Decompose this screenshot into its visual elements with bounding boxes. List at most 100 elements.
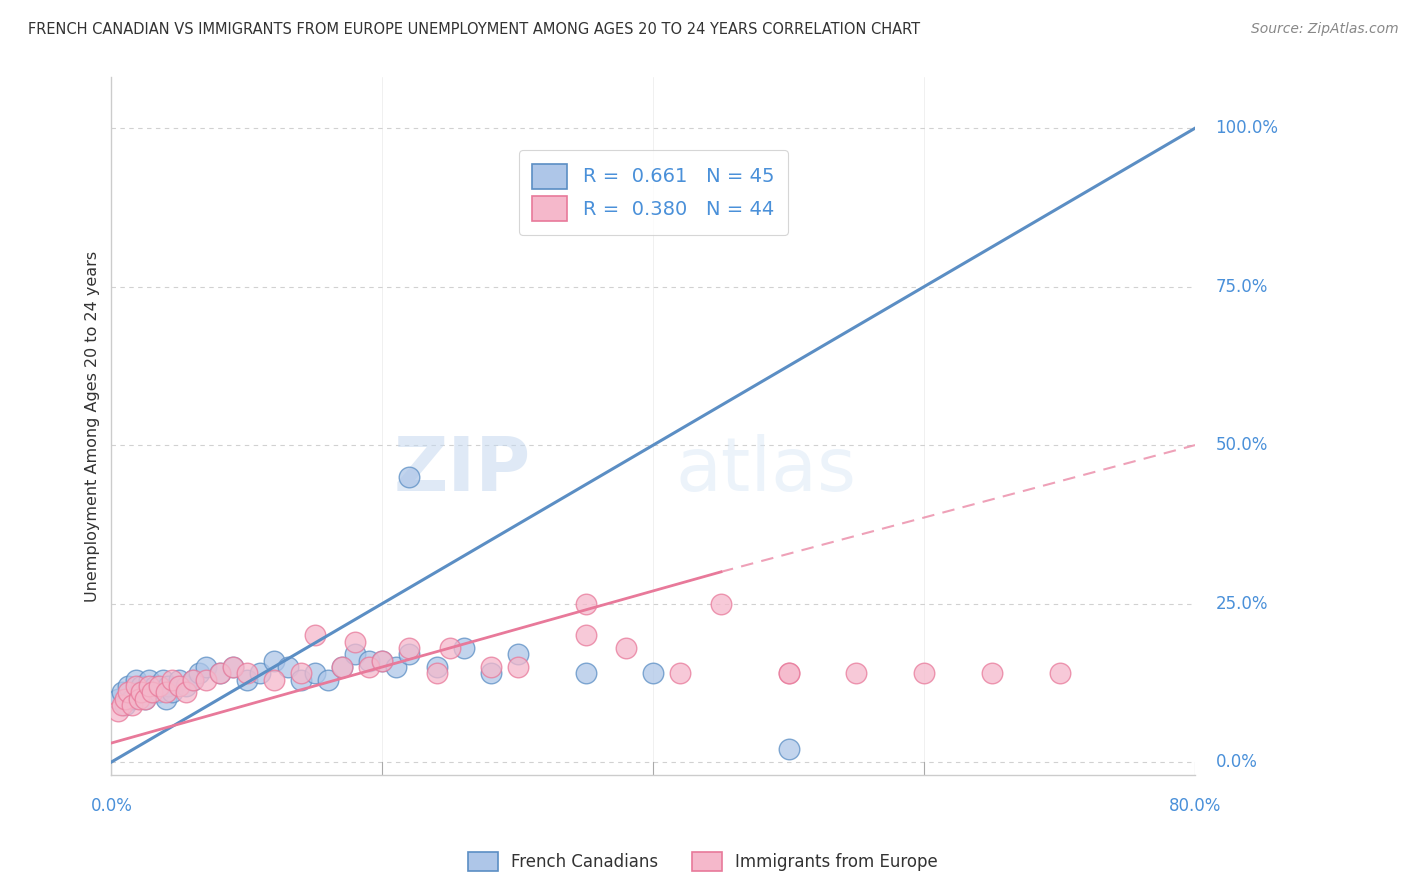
Point <box>290 666 312 681</box>
Point <box>138 679 160 693</box>
Point <box>121 691 143 706</box>
Point <box>479 666 502 681</box>
Point <box>162 673 184 687</box>
Y-axis label: Unemployment Among Ages 20 to 24 years: Unemployment Among Ages 20 to 24 years <box>86 251 100 601</box>
Point <box>398 640 420 655</box>
Text: atlas: atlas <box>675 434 856 507</box>
Point <box>208 666 231 681</box>
Point <box>330 660 353 674</box>
Point <box>152 673 174 687</box>
Point <box>1049 666 1071 681</box>
Point <box>125 673 148 687</box>
Point <box>778 742 800 756</box>
Point <box>398 647 420 661</box>
Point <box>222 660 245 674</box>
Point <box>506 647 529 661</box>
Point <box>304 628 326 642</box>
Point <box>385 660 408 674</box>
Point <box>107 691 129 706</box>
Point <box>330 660 353 674</box>
Point <box>188 666 211 681</box>
Point <box>181 673 204 687</box>
Legend: R =  0.661   N = 45, R =  0.380   N = 44: R = 0.661 N = 45, R = 0.380 N = 44 <box>519 150 787 235</box>
Point <box>181 673 204 687</box>
Point <box>167 679 190 693</box>
Text: 25.0%: 25.0% <box>1215 595 1268 613</box>
Point <box>249 666 271 681</box>
Text: ZIP: ZIP <box>394 434 531 507</box>
Point <box>506 660 529 674</box>
Point <box>614 640 637 655</box>
Point <box>195 660 218 674</box>
Point <box>157 679 180 693</box>
Point <box>845 666 868 681</box>
Point <box>111 698 134 712</box>
Point <box>479 660 502 674</box>
Point <box>980 666 1002 681</box>
Point <box>129 685 152 699</box>
Point <box>574 666 596 681</box>
Point <box>344 647 367 661</box>
Point <box>425 666 447 681</box>
Point <box>107 704 129 718</box>
Point <box>138 673 160 687</box>
Point <box>111 685 134 699</box>
Point <box>141 685 163 699</box>
Point <box>162 685 184 699</box>
Point <box>236 666 259 681</box>
Point <box>425 660 447 674</box>
Point <box>114 698 136 712</box>
Point <box>143 679 166 693</box>
Point <box>155 685 177 699</box>
Point <box>125 679 148 693</box>
Point <box>778 666 800 681</box>
Point <box>263 673 285 687</box>
Point <box>174 685 197 699</box>
Point <box>134 691 156 706</box>
Point <box>574 597 596 611</box>
Point <box>643 666 665 681</box>
Point <box>174 679 197 693</box>
Text: 50.0%: 50.0% <box>1215 436 1268 454</box>
Text: 0.0%: 0.0% <box>1215 753 1257 771</box>
Point <box>148 685 170 699</box>
Point <box>129 679 152 693</box>
Point <box>371 654 394 668</box>
Point <box>167 673 190 687</box>
Point <box>778 666 800 681</box>
Point <box>290 673 312 687</box>
Point <box>117 685 139 699</box>
Point <box>710 597 733 611</box>
Point <box>263 654 285 668</box>
Legend: French Canadians, Immigrants from Europe: French Canadians, Immigrants from Europe <box>460 843 946 880</box>
Point <box>141 685 163 699</box>
Text: 80.0%: 80.0% <box>1168 797 1222 815</box>
Point <box>195 673 218 687</box>
Point <box>121 698 143 712</box>
Point <box>134 691 156 706</box>
Point <box>222 660 245 674</box>
Point <box>128 691 150 706</box>
Point <box>304 666 326 681</box>
Point <box>398 470 420 484</box>
Point <box>912 666 935 681</box>
Text: 0.0%: 0.0% <box>90 797 132 815</box>
Point <box>357 660 380 674</box>
Point <box>574 628 596 642</box>
Text: Source: ZipAtlas.com: Source: ZipAtlas.com <box>1251 22 1399 37</box>
Point <box>669 666 692 681</box>
Text: 75.0%: 75.0% <box>1215 277 1268 295</box>
Point <box>316 673 339 687</box>
Point <box>148 679 170 693</box>
Text: FRENCH CANADIAN VS IMMIGRANTS FROM EUROPE UNEMPLOYMENT AMONG AGES 20 TO 24 YEARS: FRENCH CANADIAN VS IMMIGRANTS FROM EUROP… <box>28 22 921 37</box>
Point <box>114 691 136 706</box>
Point <box>357 654 380 668</box>
Point <box>128 685 150 699</box>
Point <box>208 666 231 681</box>
Text: 100.0%: 100.0% <box>1215 120 1278 137</box>
Point <box>371 654 394 668</box>
Point <box>155 691 177 706</box>
Point <box>439 640 461 655</box>
Point <box>117 679 139 693</box>
Point <box>344 634 367 648</box>
